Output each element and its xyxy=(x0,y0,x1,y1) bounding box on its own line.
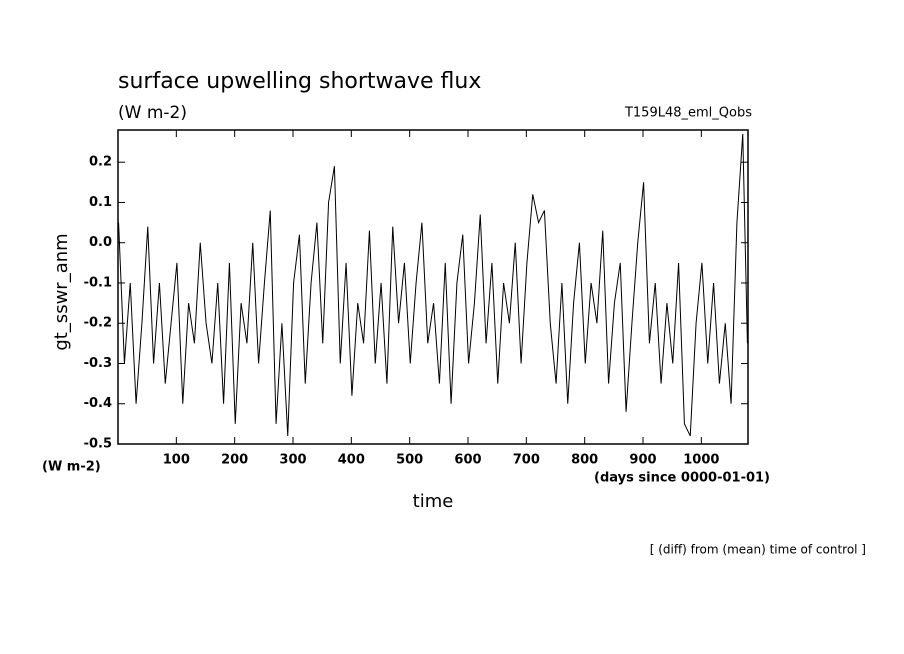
chart-subtitle: (W m-2) xyxy=(118,103,187,123)
x-axis-label: time xyxy=(413,491,454,512)
x-tick-label: 600 xyxy=(454,453,481,468)
y-unit: (W m-2) xyxy=(42,460,101,475)
x-tick-label: 400 xyxy=(338,453,365,468)
y-axis-label: gt_sswr_anm xyxy=(51,233,72,350)
annotation: T159L48_eml_Qobs xyxy=(624,106,752,121)
x-tick-label: 200 xyxy=(221,453,248,468)
x-tick-label: 100 xyxy=(163,453,190,468)
y-tick-label: -0.1 xyxy=(84,275,112,290)
x-tick-label: 500 xyxy=(396,453,423,468)
x-tick-label: 300 xyxy=(279,453,306,468)
x-tick-label: 900 xyxy=(629,453,656,468)
footer: [ (diff) from (mean) time of control ] xyxy=(650,543,866,557)
data-line xyxy=(118,133,748,437)
plot-frame xyxy=(117,129,749,445)
y-tick-label: -0.3 xyxy=(84,356,112,371)
y-tick-label: 0.2 xyxy=(89,155,112,170)
y-tick-label: 0.1 xyxy=(89,195,112,210)
y-tick-label: 0.0 xyxy=(89,235,112,250)
x-unit: (days since 0000-01-01) xyxy=(594,471,770,486)
x-tick-label: 1000 xyxy=(683,453,719,468)
y-tick-label: -0.2 xyxy=(84,316,112,331)
x-tick-label: 700 xyxy=(513,453,540,468)
y-tick-label: -0.4 xyxy=(84,396,112,411)
x-tick-label: 800 xyxy=(571,453,598,468)
chart-title: surface upwelling shortwave flux xyxy=(118,69,481,94)
y-tick-label: -0.5 xyxy=(84,437,112,452)
